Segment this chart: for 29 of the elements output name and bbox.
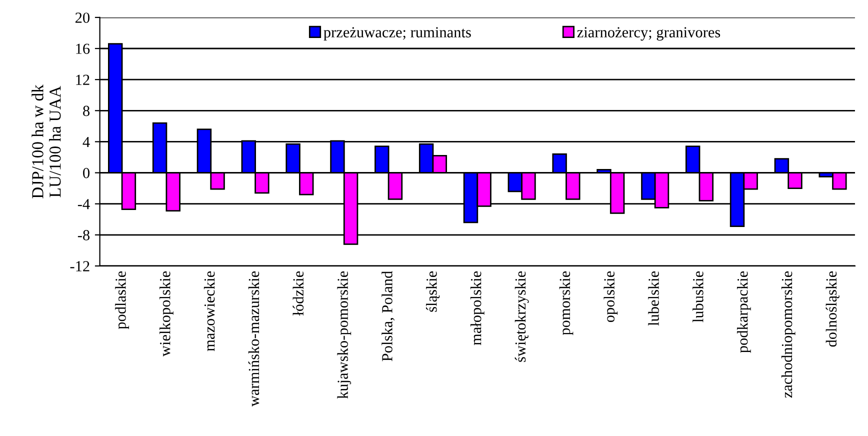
x-tick-label: małopolskie (470, 271, 484, 346)
y-tick-label: -8 (78, 230, 90, 240)
x-tick-label: Polska, Poland (382, 271, 395, 362)
x-tick-label: warmińsko-mazurskie (248, 271, 260, 407)
y-tick-label: 8 (83, 106, 90, 116)
y-tick-label: 16 (76, 44, 90, 54)
y-axis-title: DJP/100 ha w dk LU/100 ha UAA (32, 84, 61, 198)
x-tick-label: śląskie (426, 271, 440, 312)
y-tick-label: 0 (83, 168, 90, 178)
x-tick-label: świętokrzyskie (514, 271, 529, 362)
y-tick-label: -12 (70, 261, 90, 272)
x-tick-label: podlaskie (115, 271, 129, 330)
x-tick-label: łódzkie (292, 271, 304, 316)
x-tick-label: pomorskie (559, 271, 574, 336)
x-tick-label: lubuskie (692, 271, 704, 322)
x-tick-label: mazowieckie (204, 271, 215, 352)
y-tick-label: 12 (76, 74, 90, 85)
y-tick-label: 20 (75, 12, 90, 23)
x-tick-label: wielkopolskie (160, 271, 174, 357)
legend-label: przeżuwacze; ruminants (324, 27, 471, 41)
y-tick-label: -4 (78, 199, 90, 210)
legend-label: ziarnożercy; granivores (577, 27, 720, 41)
x-tick-label: zachodniopomorskie (781, 271, 796, 398)
x-tick-label: opolskie (604, 271, 618, 322)
y-tick-label: 4 (82, 136, 90, 147)
x-tick-label: podkarpackie (737, 271, 751, 353)
x-tick-label: lubelskie (648, 271, 659, 326)
x-tick-label: dolnośląskie (826, 271, 840, 347)
x-tick-label: kujawsko-pomorskie (337, 271, 352, 399)
